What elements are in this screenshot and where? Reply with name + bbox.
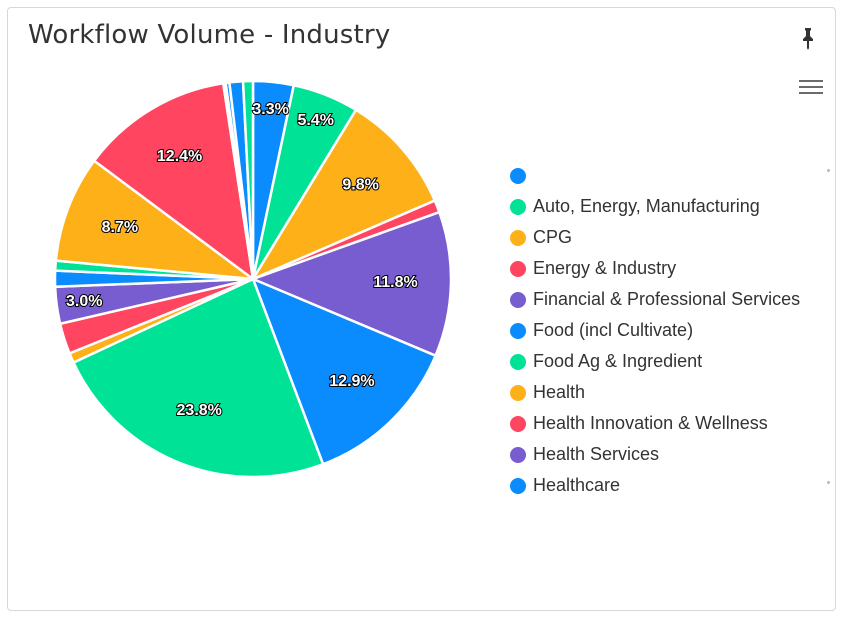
slice-data-label: 12.9%: [329, 373, 374, 390]
legend-marker: [510, 353, 526, 370]
pie-slice[interactable]: [92, 81, 255, 282]
legend-marker: [510, 167, 526, 184]
legend-item[interactable]: Food Ag & Ingredient: [510, 346, 830, 377]
pie-slice[interactable]: [249, 210, 453, 358]
pin-icon[interactable]: [799, 26, 817, 50]
legend-item[interactable]: [510, 160, 830, 191]
legend-marker: [510, 260, 526, 277]
legend-item[interactable]: Health Services: [510, 439, 830, 470]
legend-label: Energy & Industry: [533, 258, 677, 278]
slice-data-label: 23.8%: [177, 402, 222, 419]
legend-marker: [510, 322, 526, 339]
legend-marker: [510, 229, 526, 246]
legend-marker: [510, 291, 526, 308]
chart-title: Workflow Volume - Industry: [28, 20, 391, 50]
legend-label: Healthcare: [533, 475, 621, 495]
legend-item[interactable]: CPG: [510, 222, 830, 253]
legend-item[interactable]: Financial & Professional Services: [510, 284, 830, 315]
legend: Auto, Energy, Manufacturing CPG Energy & I…: [510, 160, 830, 501]
slice-data-label: 3.0%: [66, 293, 102, 310]
legend-marker: [510, 384, 526, 401]
legend-marker: [510, 415, 526, 432]
legend-item[interactable]: Auto, Energy, Manufacturing: [510, 191, 830, 222]
legend-label: Health Innovation & Wellness: [533, 413, 768, 433]
legend-item[interactable]: Health Innovation & Wellness: [510, 408, 830, 439]
legend-label: Health: [533, 382, 586, 402]
slice-data-label: 8.7%: [102, 219, 138, 236]
legend-label: CPG: [533, 227, 573, 247]
pie-slice[interactable]: [250, 276, 438, 466]
legend-label: Health Services: [533, 444, 660, 464]
pie-slice[interactable]: [249, 108, 437, 282]
legend-scroll-dot-top: [827, 169, 830, 172]
pie-slice[interactable]: [54, 159, 258, 281]
pie-slice[interactable]: [71, 277, 325, 479]
pie-slice[interactable]: [241, 79, 255, 280]
legend-label: Auto, Energy, Manufacturing: [533, 196, 760, 216]
legend-marker: [510, 446, 526, 463]
slice-data-label: 11.8%: [373, 274, 417, 291]
legend-label: Financial & Professional Services: [533, 289, 801, 309]
legend-label: Food (incl Cultivate): [533, 320, 694, 340]
legend-item[interactable]: Food (incl Cultivate): [510, 315, 830, 346]
legend-item[interactable]: Energy & Industry: [510, 253, 830, 284]
legend-label: Food Ag & Ingredient: [533, 351, 703, 371]
menu-icon[interactable]: [799, 76, 823, 96]
legend-item[interactable]: Health: [510, 377, 830, 408]
legend-scroll-dot-bottom: [827, 481, 830, 484]
slice-data-label: 12.4%: [157, 148, 202, 165]
legend-item[interactable]: Healthcare: [510, 470, 830, 501]
legend-marker: [510, 198, 526, 215]
slice-data-label: 5.4%: [298, 112, 334, 129]
slice-data-label: 3.3%: [252, 101, 288, 118]
slice-data-label: 9.8%: [342, 177, 378, 194]
legend-marker: [510, 477, 526, 494]
